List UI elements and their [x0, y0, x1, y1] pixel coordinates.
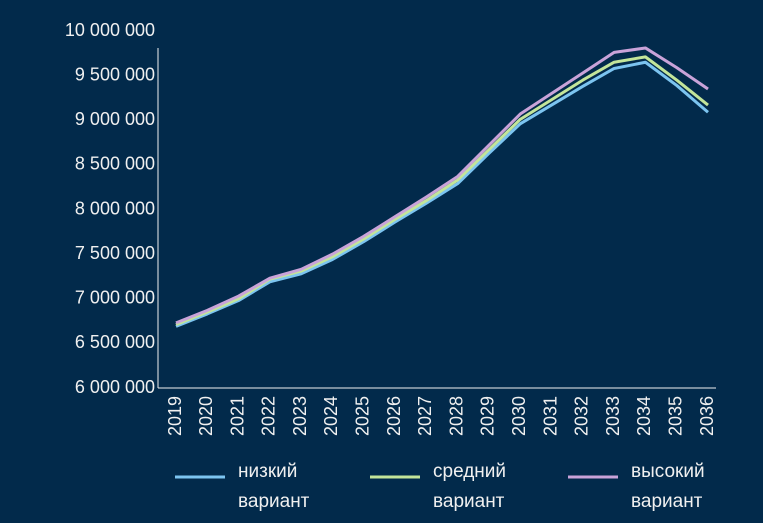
x-tick-label: 2034 [634, 396, 654, 436]
y-tick-label: 7 500 000 [75, 243, 155, 263]
x-tick-label: 2036 [697, 396, 717, 436]
x-tick-label: 2028 [446, 396, 466, 436]
y-tick-label: 8 000 000 [75, 198, 155, 218]
y-tick-label: 7 000 000 [75, 288, 155, 308]
x-tick-label: 2023 [290, 396, 310, 436]
x-tick-label: 2021 [227, 396, 247, 436]
legend-label: средний вариант [433, 461, 507, 512]
x-tick-label: 2031 [540, 396, 560, 436]
x-tick-label: 2030 [509, 396, 529, 436]
y-tick-label: 9 500 000 [75, 64, 155, 84]
x-tick-label: 2022 [259, 396, 279, 436]
series-line [175, 46, 709, 325]
x-tick-label: 2032 [572, 396, 592, 436]
x-tick-label: 2019 [165, 396, 185, 436]
legend-label: высокий вариант [631, 461, 705, 512]
x-tick-label: 2029 [478, 396, 498, 436]
x-tick-label: 2020 [196, 396, 216, 436]
series-line [175, 55, 709, 327]
series-line [175, 60, 709, 328]
y-tick-label: 9 000 000 [75, 109, 155, 129]
y-tick-label: 6 500 000 [75, 332, 155, 352]
x-tick-label: 2027 [415, 396, 435, 436]
x-tick-label: 2026 [384, 396, 404, 436]
y-tick-label: 10 000 000 [65, 20, 155, 40]
legend-label: низкий вариант [238, 461, 310, 512]
x-tick-label: 2033 [603, 396, 623, 436]
y-tick-label: 8 500 000 [75, 154, 155, 174]
y-tick-label: 6 000 000 [75, 377, 155, 397]
x-tick-label: 2035 [665, 396, 685, 436]
x-tick-label: 2025 [353, 396, 373, 436]
x-tick-label: 2024 [321, 396, 341, 436]
